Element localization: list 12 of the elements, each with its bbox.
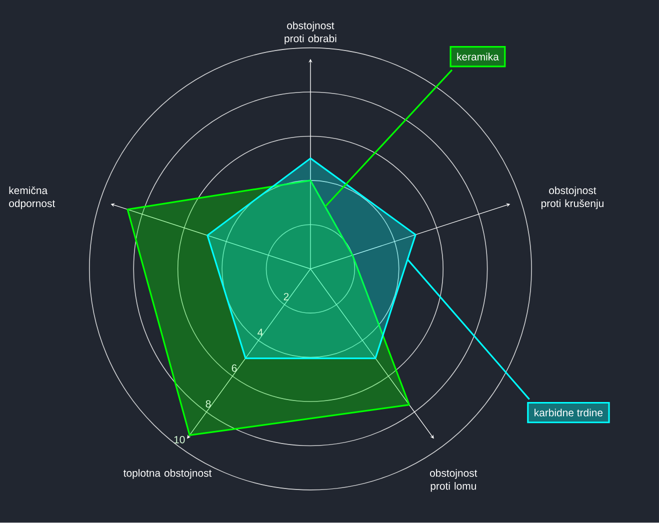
y-tick-label: 8: [206, 400, 211, 408]
text: keramika: [457, 52, 499, 61]
y-tick-label: 4: [258, 328, 263, 336]
spoke-label: toplotna obstojnost: [124, 469, 212, 479]
spoke-label: obstojnost proti krušenju: [541, 186, 604, 210]
text: karbidne trdine: [534, 408, 603, 416]
y-tick-label: 2: [284, 293, 289, 300]
spoke-label: obstojnost proti obrabi: [284, 22, 336, 44]
y-tick-label: 6: [232, 364, 237, 372]
y-tick-label: 10: [174, 436, 185, 444]
spoke-label: kemična odpornost: [9, 186, 56, 210]
spoke-label: obstojnost proti lomu: [430, 469, 478, 492]
